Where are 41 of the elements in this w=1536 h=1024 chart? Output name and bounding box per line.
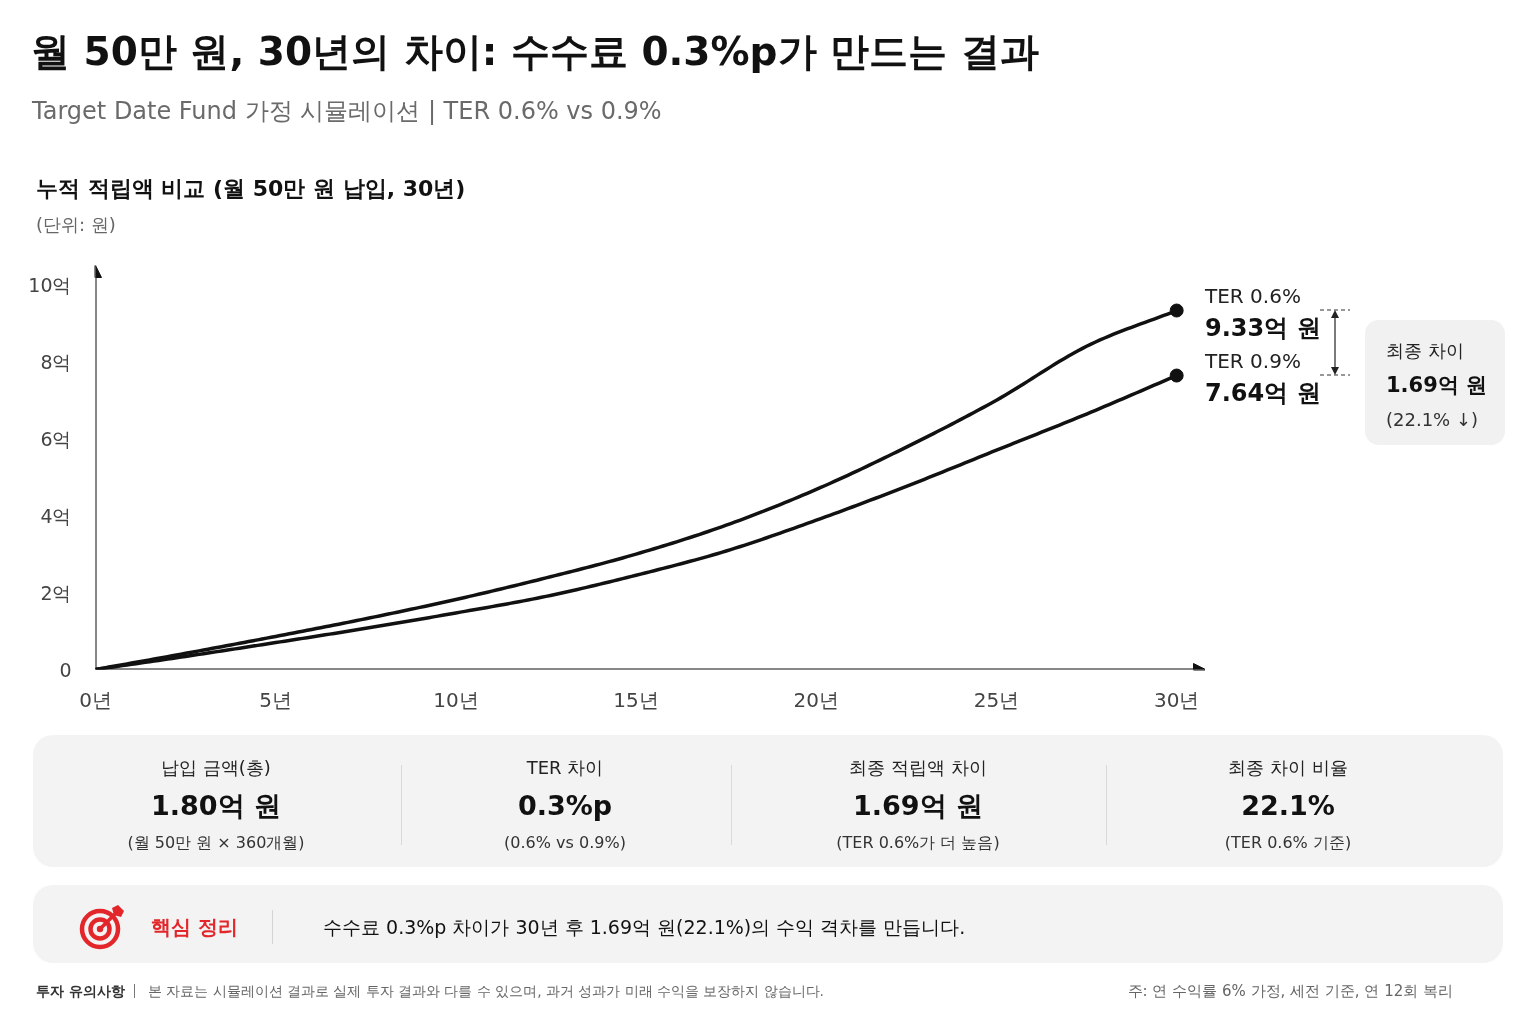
y-tick-label: 2억 [40,581,72,604]
chart-subtitle: Target Date Fund 가정 시뮬레이션 | TER 0.6% vs 0.9% [32,96,662,127]
series-label: TER 0.9% [1205,348,1301,374]
text: 최종 차이 비율 [1227,756,1349,780]
x-tick-label: 5년 [259,687,293,712]
text: TER 차이 [525,756,605,780]
x-tick-label: 0년 [79,687,112,712]
data-label: 7.64억 원 [1205,378,1321,409]
y-tick-label: 10억 [28,273,72,296]
text: 1.80억 원 [150,789,282,823]
y-tick-label: 6억 [40,427,72,450]
text: 최종 차이 [1386,339,1464,363]
x-tick-label: 15년 [613,687,659,712]
text: 핵심 정리 [151,914,238,941]
text: 최종 적립액 차이 [848,756,988,780]
text: (22.1% ↓) [1386,408,1479,432]
text: 1.69억 원 [852,789,984,823]
text: 본 자료는 시뮬레이션 결과로 실제 투자 결과와 다를 수 있으며, 과거 성과가 미래 수익을 보장하지 않습니다. [148,982,824,1001]
x-tick-label: 25년 [973,687,1020,712]
text: 주: 연 수익률 6% 가정, 세전 기준, 연 12회 복리 [1127,981,1453,1001]
chart-title: 월 50만 원, 30년의 차이: 수수료 0.3%p가 만드는 결과 [31,28,1039,76]
text: 1.69억 원 [1386,372,1488,399]
series-label: TER 0.6% [1205,283,1301,309]
y-tick-label: 0 [59,658,72,681]
text: 22.1% [1240,789,1336,823]
data-label: 9.33억 원 [1205,313,1321,344]
y-axis-title: (단위: 원) [36,213,116,237]
text: 0.3%p [516,789,614,823]
text: 누적 적립액 비교 (월 50만 원 납입, 30년) [36,175,466,203]
text: (0.6% vs 0.9%) [503,832,627,854]
y-tick-label: 8억 [40,350,72,373]
text: 수수료 0.3%p 차이가 30년 후 1.69억 원(22.1%)의 수익 격차를 만듭니다. [323,915,966,940]
text: (TER 0.6% 기준) [1223,832,1353,854]
text: (TER 0.6%가 더 높음) [835,832,1001,854]
x-tick-label: 10년 [433,687,479,712]
x-tick-label: 20년 [793,687,840,712]
x-tick-label: 30년 [1153,687,1200,712]
text: (월 50만 원 × 360개월) [126,832,306,854]
y-tick-label: 4억 [40,504,72,527]
text: 투자 유의사항 [36,982,125,1001]
text: 납입 금액(총) [160,756,272,780]
